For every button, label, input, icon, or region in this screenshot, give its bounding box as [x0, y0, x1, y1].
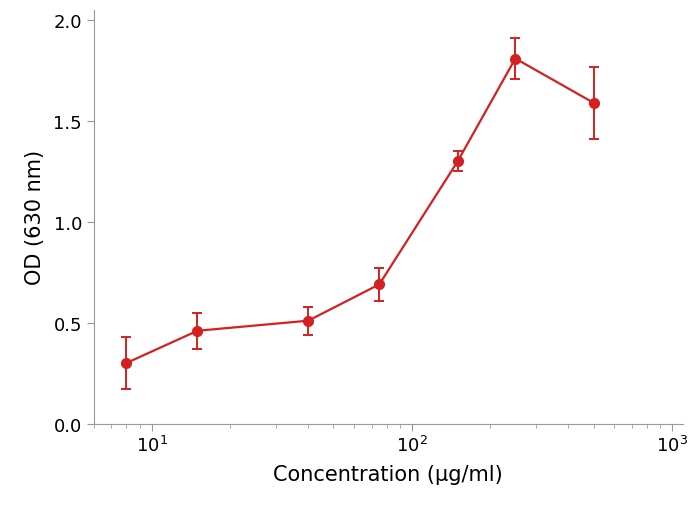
Y-axis label: OD (630 nm): OD (630 nm)	[25, 150, 45, 285]
X-axis label: Concentration (μg/ml): Concentration (μg/ml)	[274, 464, 503, 484]
